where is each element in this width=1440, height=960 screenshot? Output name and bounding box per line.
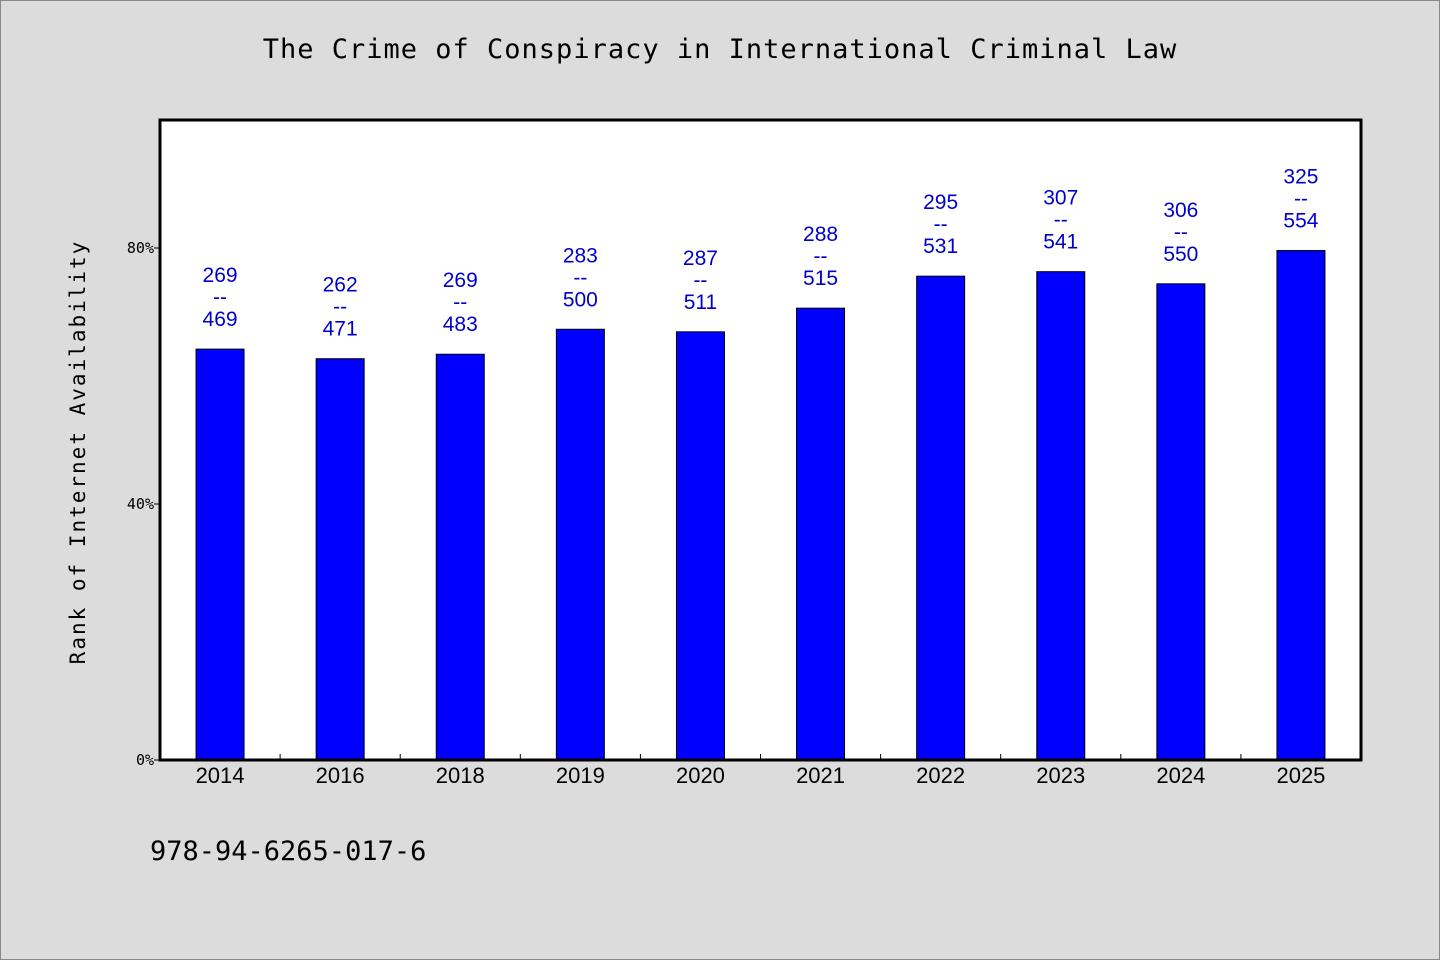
- x-tick-label: 2018: [436, 763, 485, 788]
- data-label: --: [934, 213, 948, 236]
- bar: [315, 358, 365, 761]
- bar: [916, 275, 966, 761]
- data-label: 287: [683, 247, 718, 270]
- x-tick-label: 2024: [1156, 763, 1205, 788]
- data-label: 325: [1283, 166, 1318, 189]
- data-label: 483: [443, 313, 478, 336]
- data-label: 541: [1043, 231, 1078, 254]
- y-tick-label: 80%: [127, 239, 154, 257]
- data-label: 269: [203, 264, 238, 287]
- x-tick-label: 2021: [796, 763, 845, 788]
- x-tick-label: 2014: [196, 763, 245, 788]
- x-tick-label: 2020: [676, 763, 725, 788]
- x-tick-label: 2022: [916, 763, 965, 788]
- bar: [796, 307, 846, 761]
- data-label: 531: [923, 235, 958, 258]
- data-label: --: [333, 296, 347, 319]
- x-tick-label: 2019: [556, 763, 605, 788]
- data-label: 288: [803, 223, 838, 246]
- bar: [1036, 271, 1086, 761]
- data-label: 262: [323, 274, 358, 297]
- data-label: 554: [1283, 210, 1318, 233]
- data-label: --: [693, 269, 707, 292]
- x-tick-label: 2023: [1036, 763, 1085, 788]
- data-label: 471: [323, 318, 358, 341]
- data-label: 469: [203, 308, 238, 331]
- data-label: --: [453, 291, 467, 314]
- data-label: --: [1174, 221, 1188, 244]
- data-label: --: [814, 245, 828, 268]
- bar: [555, 328, 605, 761]
- data-label: 269: [443, 269, 478, 292]
- data-label: 511: [684, 291, 717, 314]
- bar: [1156, 283, 1206, 761]
- bar: [195, 348, 245, 761]
- data-label: 515: [803, 267, 838, 290]
- y-tick-label: 0%: [136, 751, 154, 769]
- data-label: --: [1054, 209, 1068, 232]
- data-label: 306: [1163, 199, 1198, 222]
- data-label: --: [1294, 188, 1308, 211]
- data-label: --: [573, 266, 587, 289]
- bar: [435, 353, 485, 761]
- data-label: 307: [1043, 187, 1078, 210]
- chart-title: The Crime of Conspiracy in International…: [262, 34, 1178, 65]
- y-tick-label: 40%: [127, 495, 154, 513]
- data-label: 550: [1163, 243, 1198, 266]
- data-label: 295: [923, 191, 958, 214]
- data-label: --: [213, 286, 227, 309]
- bar: [1276, 250, 1326, 761]
- x-tick-label: 2025: [1276, 763, 1325, 788]
- data-label: 500: [563, 288, 598, 311]
- data-label: 283: [563, 244, 598, 267]
- bar: [675, 331, 725, 761]
- x-tick-label: 2016: [316, 763, 365, 788]
- isbn-text: 978-94-6265-017-6: [150, 836, 427, 867]
